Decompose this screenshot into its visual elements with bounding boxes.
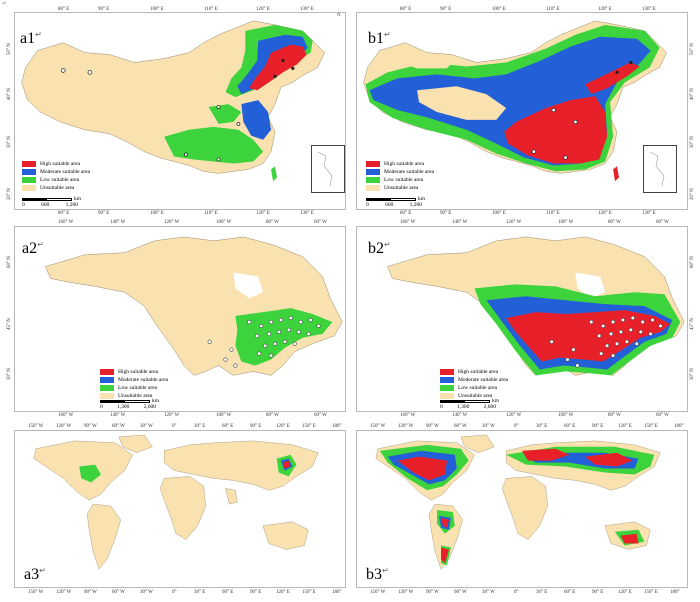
china-map-a1 xyxy=(21,20,325,182)
panel-label-b3: b3↵ xyxy=(366,566,389,583)
legend-a2: High suitable area Moderate suitable are… xyxy=(100,368,168,400)
panel-b2-north-america-map xyxy=(356,226,688,412)
north-america-map-b2 xyxy=(387,236,685,376)
legend-b1: High suitable area Moderate suitable are… xyxy=(366,160,434,192)
world-landmasses-a3 xyxy=(33,434,319,570)
north-label: N xyxy=(337,13,341,18)
high-suitable-zones-b3 xyxy=(397,448,639,564)
legend-a1: High suitable area Moderate suitable are… xyxy=(22,160,90,192)
north-america-map-a2 xyxy=(45,236,343,376)
scale-bar-b2: km 0 1,300 2,600 xyxy=(440,398,500,410)
high-suitable-zone-b2 xyxy=(506,310,671,362)
occurrence-points-b2 xyxy=(549,315,663,368)
occurrence-points-a2 xyxy=(207,315,321,368)
world-map-b3 xyxy=(375,434,661,570)
scale-bar-a2: km 0 1,300 2,600 xyxy=(100,398,160,410)
legend-swatch-low xyxy=(22,177,36,183)
south-china-sea-inset xyxy=(311,145,345,193)
panel-label-a3: a3↵ xyxy=(24,566,46,583)
north-arrow-b1 xyxy=(673,21,688,210)
panel-label-a1: a1↵ xyxy=(20,30,42,47)
occurrence-points-a1 xyxy=(60,58,295,162)
occurrence-points-b1 xyxy=(531,60,633,160)
legend-swatch-unsuitable xyxy=(22,185,36,191)
panel-label-b1: b1↵ xyxy=(368,30,391,47)
north-arrow-a1 xyxy=(335,21,346,210)
legend-swatch-moderate xyxy=(22,169,36,175)
scale-bar-a1: km 0 600 1,200 xyxy=(22,196,82,208)
legend-swatch-high xyxy=(22,161,36,167)
panel-a1-china-map: N xyxy=(14,12,346,210)
taiwan-island-b1 xyxy=(613,166,620,182)
scale-bar-b1: km 0 600 1,200 xyxy=(366,196,426,208)
panel-b3-world-map xyxy=(356,430,688,588)
panel-label-b2: b2↵ xyxy=(368,240,391,257)
world-map-a3 xyxy=(33,434,319,570)
page-return-mark: ↵ xyxy=(2,1,8,7)
south-china-sea-inset-b1 xyxy=(643,145,677,193)
high-suitable-zones-a3 xyxy=(282,460,291,469)
panel-a2-north-america-map xyxy=(14,226,346,412)
low-suitable-zone-a2 xyxy=(235,308,333,366)
high-suitable-zones-b1 xyxy=(504,62,640,164)
panel-b1-china-map xyxy=(356,12,688,210)
taiwan-island xyxy=(271,166,278,182)
hudson-bay xyxy=(233,272,264,299)
panel-a3-world-map xyxy=(14,430,346,588)
china-map-b1 xyxy=(363,20,667,182)
panel-label-a2: a2↵ xyxy=(22,240,44,257)
legend-b2: High suitable area Moderate suitable are… xyxy=(440,368,508,400)
high-suitable-zones xyxy=(249,44,307,91)
